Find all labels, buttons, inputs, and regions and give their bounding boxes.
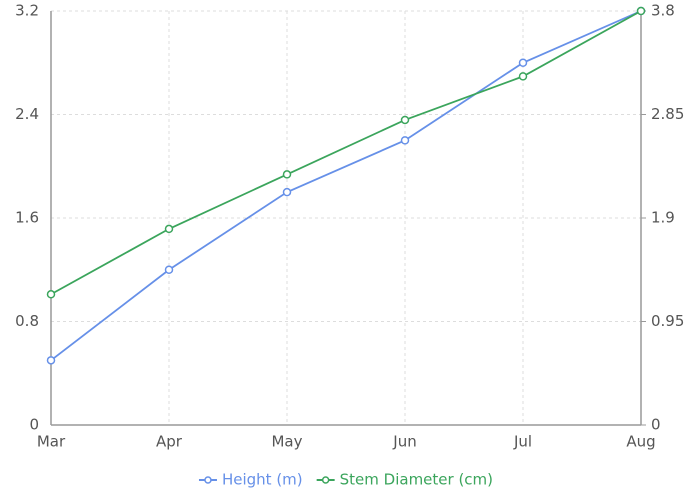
legend-item: Stem Diameter (cm) xyxy=(316,471,493,489)
data-point xyxy=(164,224,174,234)
x-tick-label: Aug xyxy=(626,433,655,451)
x-tick-label: May xyxy=(271,433,302,451)
x-tick-label: Jun xyxy=(392,433,416,451)
y-tick-label: 0 xyxy=(29,416,39,434)
data-point xyxy=(518,58,528,67)
series-line xyxy=(50,10,642,362)
x-tick-label: Mar xyxy=(37,433,66,451)
data-point xyxy=(518,72,528,81)
y2-tick-label: 0.95 xyxy=(651,312,684,330)
legend-label: Stem Diameter (cm) xyxy=(340,471,493,489)
y2-tick-label: 0 xyxy=(651,416,661,434)
y-tick-label: 2.4 xyxy=(15,105,39,123)
y2-tick-label: 1.9 xyxy=(651,209,675,227)
y2-tick-label: 3.8 xyxy=(651,2,675,20)
y-tick-label: 3.2 xyxy=(15,2,39,20)
series-line xyxy=(50,10,642,296)
data-point xyxy=(282,170,292,179)
legend-swatch xyxy=(204,476,212,484)
y-tick-label: 1.6 xyxy=(15,209,39,227)
data-point xyxy=(46,290,56,299)
data-point xyxy=(400,115,410,125)
y2-tick-label: 2.85 xyxy=(651,105,684,123)
data-point xyxy=(46,356,56,365)
data-point xyxy=(164,265,174,274)
x-tick-label: Jul xyxy=(513,433,532,451)
x-tick-label: Apr xyxy=(156,433,183,451)
data-point xyxy=(282,187,292,197)
legend-swatch xyxy=(321,476,330,484)
data-point xyxy=(636,6,646,16)
legend: Height (m) Stem Diameter (cm) xyxy=(198,471,493,489)
data-point xyxy=(400,136,410,145)
y-tick-label: 0.8 xyxy=(15,312,39,330)
legend-item: Height (m) xyxy=(198,471,303,489)
legend-label: Height (m) xyxy=(222,471,303,489)
